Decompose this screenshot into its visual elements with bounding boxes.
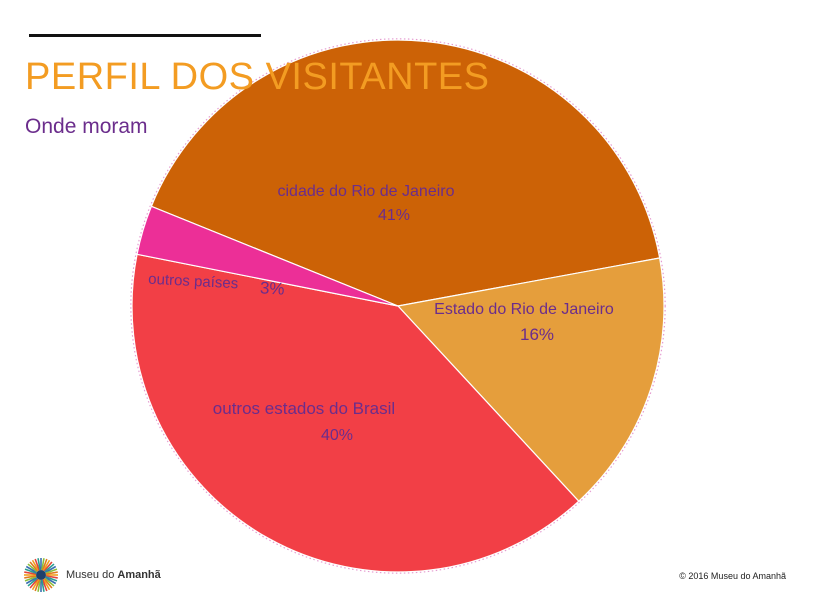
pie-dotted-border xyxy=(130,38,666,574)
pie-slice-outros-paises xyxy=(136,205,399,307)
slice-percent-label: 3% xyxy=(260,278,286,298)
pie-slice-cidade-do-rio-de-janeiro xyxy=(150,39,661,307)
copyright-notice: © 2016 Museu do Amanhã xyxy=(679,571,786,581)
museu-do-amanha-logo: Museu do Amanhã xyxy=(22,556,161,594)
pie-labels: cidade do Rio de Janeiro 41% Estado do Rio… xyxy=(148,183,614,444)
title-rule xyxy=(29,34,261,37)
slice-percent-label: 41% xyxy=(378,207,410,224)
sunburst-logo-icon xyxy=(24,558,58,592)
slice-label: outros países xyxy=(148,271,239,293)
slice-percent-label: 16% xyxy=(520,325,554,344)
slice-percent-label: 40% xyxy=(321,427,353,444)
page-title: PERFIL DOS VISITANTES xyxy=(25,56,490,98)
slice-label: cidade do Rio de Janeiro xyxy=(277,183,454,200)
pie-slices xyxy=(131,39,665,573)
pie-slice-outros-estados-do-brasil xyxy=(131,253,580,573)
slice-label: Estado do Rio de Janeiro xyxy=(434,301,614,318)
page-subtitle: Onde moram xyxy=(25,115,148,138)
logo-text: Museu do Amanhã xyxy=(66,569,161,581)
slice-label: outros estados do Brasil xyxy=(213,399,395,418)
pie-slice-estado-do-rio-de-janeiro xyxy=(396,257,665,503)
